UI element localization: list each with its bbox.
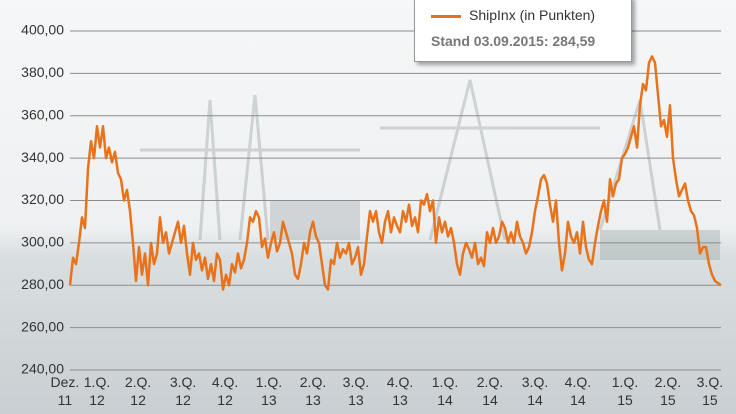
y-tick-label: 320,00 <box>21 191 64 207</box>
y-tick-label: 280,00 <box>21 276 64 292</box>
x-tick-label: Dez. 11 <box>50 374 80 408</box>
legend: ShipInx (in Punkten) Stand 03.09.2015: 2… <box>414 0 632 62</box>
x-tick-label: 2.Q. 13 <box>299 374 327 408</box>
y-tick-label: 240,00 <box>21 361 64 377</box>
legend-swatch <box>431 15 461 18</box>
x-tick-label: 3.Q. 13 <box>342 374 370 408</box>
x-tick-label: 3.Q. 12 <box>169 374 197 408</box>
x-tick-label: 2.Q. 15 <box>654 374 682 408</box>
x-tick-label: 3.Q. 14 <box>521 374 549 408</box>
annotation: Stand 03.09.2015: 284,59 <box>431 33 596 49</box>
legend-label: ShipInx (in Punkten) <box>469 7 596 23</box>
x-tick-label: 4.Q. 14 <box>564 374 592 408</box>
port-cranes <box>140 79 720 260</box>
x-tick-label: 1.Q. 13 <box>255 374 283 408</box>
y-tick-label: 340,00 <box>21 149 64 165</box>
y-tick-label: 400,00 <box>21 22 64 38</box>
y-tick-label: 380,00 <box>21 64 64 80</box>
y-tick-label: 260,00 <box>21 318 64 334</box>
series-line <box>68 55 722 291</box>
x-tick-label: 4.Q. 12 <box>211 374 239 408</box>
y-tick-label: 300,00 <box>21 234 64 250</box>
x-tick-label: 2.Q. 14 <box>476 374 504 408</box>
x-tick-label: 1.Q. 12 <box>83 374 111 408</box>
x-tick-label: 1.Q. 15 <box>611 374 639 408</box>
x-tick-label: 1.Q. 14 <box>431 374 459 408</box>
y-tick-label: 360,00 <box>21 106 64 122</box>
x-tick-label: 3.Q. 15 <box>696 374 724 408</box>
x-tick-label: 4.Q. 13 <box>386 374 414 408</box>
x-tick-label: 2.Q. 12 <box>124 374 152 408</box>
